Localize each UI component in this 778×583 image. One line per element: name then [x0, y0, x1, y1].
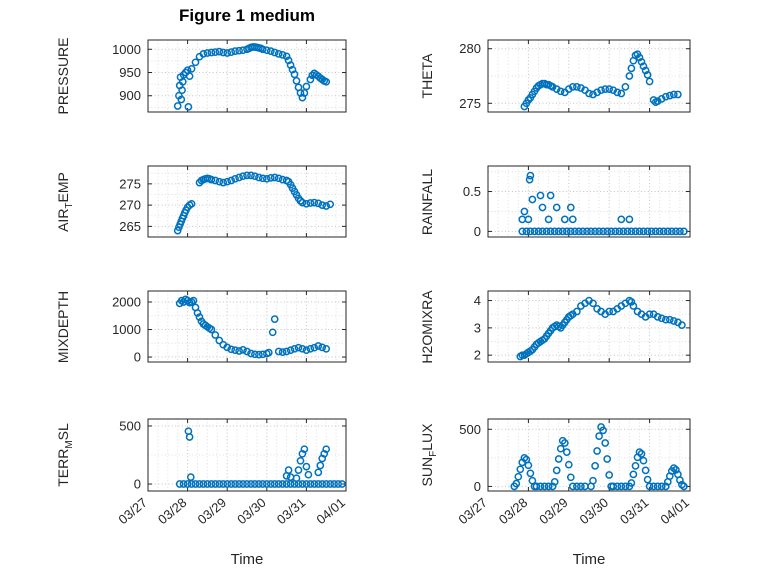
markers-rainfall — [518, 171, 688, 236]
x-tick-label: 03/28 — [496, 495, 531, 527]
y-tick-label: 275 — [119, 176, 141, 191]
x-tick-label: 04/01 — [657, 495, 692, 527]
y-tick-label: 1000 — [112, 42, 141, 57]
x-tick-label: 03/30 — [234, 495, 269, 527]
subplot-pressure: 900 950 1000 — [112, 39, 347, 113]
subplot-mixdepth: 0 1000 2000 — [112, 290, 347, 365]
subplot-sun_flux: 0 500 03/27 03/28 03/29 03/30 03/31 04/01 — [455, 418, 692, 527]
x-tick-label: 03/31 — [617, 495, 652, 527]
y-tick-label: 0 — [134, 477, 141, 492]
y-tick-label: 500 — [119, 418, 141, 433]
y-tick-label: 280 — [459, 41, 481, 56]
x-axis-label-left: Time — [230, 551, 264, 568]
markers-h2omixra — [516, 296, 686, 361]
y-tick-label: 0 — [134, 350, 141, 365]
subplot-air_temp: 265 270 275 — [119, 165, 347, 238]
markers-terr_msl — [175, 427, 346, 488]
subplot-terr_msl: 0 500 03/27 03/28 03/29 03/30 03/31 04/01 — [115, 418, 348, 527]
markers-sun_flux — [510, 423, 688, 491]
x-axis-label-right: Time — [572, 551, 606, 568]
subplot-theta: 275 280 — [459, 39, 691, 113]
x-tick-label: 03/29 — [195, 495, 230, 527]
y-tick-label: 1000 — [112, 322, 141, 337]
markers-air_temp — [173, 171, 335, 235]
subplot-h2omixra: 2 3 4 — [474, 290, 691, 363]
y-tick-label: 900 — [119, 88, 141, 103]
x-tick-label: 04/01 — [313, 495, 348, 527]
x-tick-label: 03/28 — [155, 495, 190, 527]
x-tick-label: 03/27 — [115, 495, 150, 527]
x-tick-label: 03/30 — [577, 495, 612, 527]
y-tick-label: 270 — [119, 198, 141, 213]
y-tick-label: 275 — [459, 96, 481, 111]
ylabel-terr_msl: TERRMSL — [55, 423, 75, 487]
x-tick-label: 03/31 — [274, 495, 309, 527]
y-tick-label: 500 — [459, 422, 481, 437]
y-tick-label: 2000 — [112, 295, 141, 310]
markers-mixdepth — [175, 295, 331, 359]
y-tick-label: 3 — [474, 320, 481, 335]
y-tick-label: 4 — [474, 293, 481, 308]
y-tick-label: 950 — [119, 65, 141, 80]
y-tick-label: 0 — [474, 224, 481, 239]
subplot-rainfall: 00.5 — [463, 165, 691, 239]
markers-pressure — [173, 43, 331, 111]
x-tick-label: 03/29 — [536, 495, 571, 527]
y-tick-label: 265 — [119, 219, 141, 234]
figure-title: Figure 1 medium — [178, 6, 316, 25]
x-tick-label: 03/27 — [455, 495, 490, 527]
y-tick-label: 0 — [474, 479, 481, 494]
y-tick-label: 2 — [474, 348, 481, 363]
markers-theta — [520, 50, 682, 111]
y-tick-label: 0.5 — [463, 184, 481, 199]
ylabel-sun_flux: SUNFLUX — [419, 423, 439, 487]
